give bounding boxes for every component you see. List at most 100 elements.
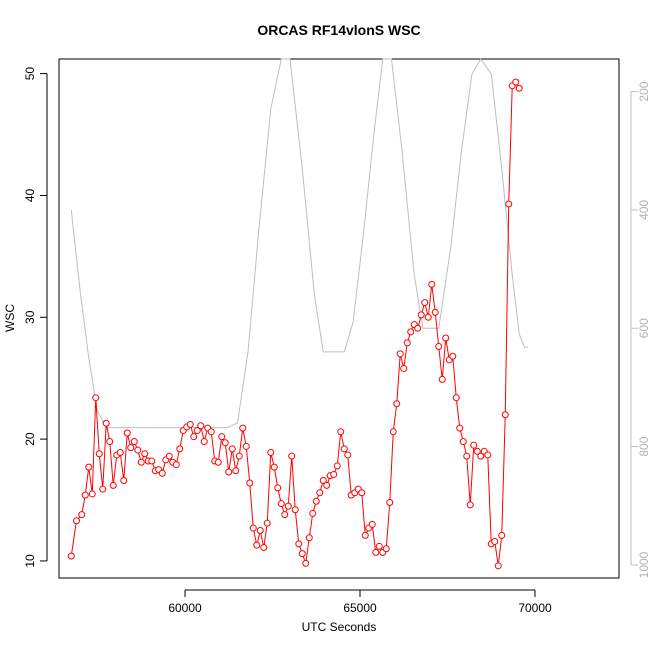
data-point [501,411,509,419]
data-point [498,531,506,539]
data-point [284,502,292,510]
data-point [88,490,96,498]
data-point [494,562,502,570]
x-tick-label: 65000 [343,601,377,615]
data-point [456,424,464,432]
y2-tick-label: 400 [637,200,650,220]
data-point [190,433,198,441]
data-point [316,489,324,497]
plot-frame [58,58,620,579]
data-point [130,438,138,446]
y-axis-label: WSC [3,304,17,332]
data-point [431,308,439,316]
y2-tick-label: 1000 [637,551,650,578]
data-point [435,343,443,351]
data-point [389,428,397,436]
data-point [106,438,114,446]
data-point [477,452,485,460]
data-point [407,328,415,336]
data-point [305,534,313,542]
data-point [225,468,233,476]
data-point [99,485,107,493]
data-point [253,541,261,549]
y2-tick-label: 200 [637,81,650,101]
data-point [134,446,142,454]
data-point [414,324,422,332]
data-point [459,438,467,446]
data-point [403,339,411,347]
x-tick-label: 60000 [168,601,202,615]
data-point [358,489,366,497]
data-point [232,467,240,475]
data-point [312,497,320,505]
data-point [120,477,128,485]
data-point [267,449,275,457]
data-point [67,552,75,560]
data-point [193,427,201,435]
data-point [295,540,303,548]
data-point [368,520,376,528]
chart-title: ORCAS RF14vlonS WSC [257,22,420,38]
data-point [200,438,208,446]
data-point [246,479,254,487]
data-point [337,428,345,436]
data-point [438,375,446,383]
y2-tick-label: 800 [637,436,650,456]
data-point [400,364,408,372]
data-point [417,311,425,319]
data-point [270,463,278,471]
data-point [85,463,93,471]
data-point [95,450,103,458]
data-point [165,452,173,460]
data-point [470,441,478,449]
data-point [512,78,520,86]
data-point [452,394,460,402]
data-point [309,509,317,517]
data-point [491,537,499,545]
axes: 60000 65000 70000 10 20 30 40 50 200 400 600 800 100… [23,67,650,615]
data-point [281,511,289,519]
data-point [221,439,229,447]
data-point [239,424,247,432]
data-point [109,481,117,489]
data-point [158,469,166,477]
data-point [186,420,194,428]
data-point [256,526,264,534]
secondary-series-line [70,58,528,429]
data-point [78,511,86,519]
data-point [291,506,299,514]
data-point [340,445,348,453]
data-point [242,442,250,450]
data-point [323,481,331,489]
data-point [73,517,80,525]
y-tick-label: 20 [23,432,37,446]
primary-series [67,78,523,570]
data-point [463,452,471,460]
x-tick-label: 70000 [518,601,552,615]
data-point [393,400,401,408]
data-point [123,429,131,437]
data-point [277,500,285,508]
data-point [127,444,135,452]
data-point [442,334,450,342]
y-tick-label: 40 [23,188,37,202]
data-point [141,450,149,458]
data-point [228,445,236,453]
data-point [428,280,436,288]
data-point [116,449,124,457]
data-point [330,470,338,478]
data-point [319,477,327,485]
data-point [396,350,404,358]
data-point [274,484,282,492]
data-point [484,451,492,459]
y2-tick-label: 600 [637,318,650,338]
data-point [298,550,306,558]
y-tick-label: 10 [23,554,37,568]
y-tick-label: 50 [23,67,37,81]
data-point [148,457,156,465]
data-point [197,422,205,430]
primary-series-line [70,81,520,566]
data-point [386,498,394,506]
data-point [288,452,296,460]
